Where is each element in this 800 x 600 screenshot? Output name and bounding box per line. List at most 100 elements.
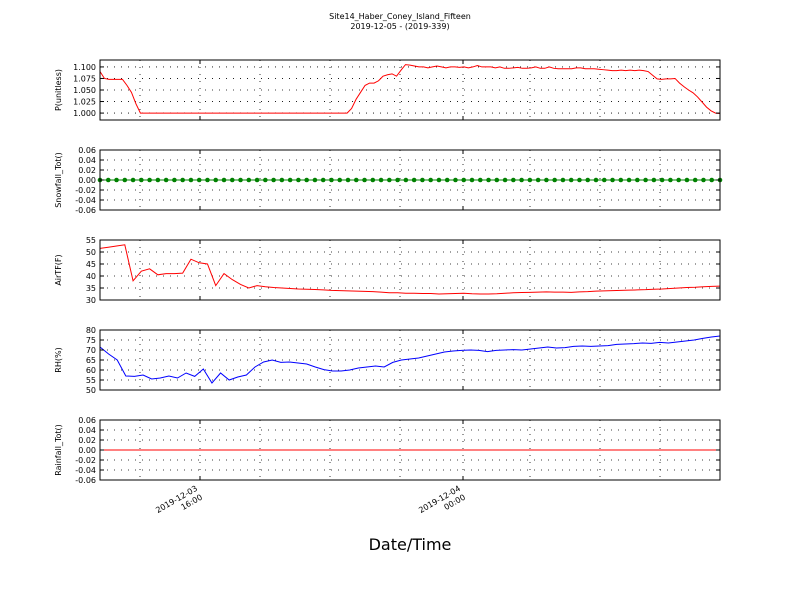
y-tick-label: 0.00 <box>78 176 96 185</box>
data-point <box>403 177 409 183</box>
y-tick-label: 1.050 <box>73 86 96 95</box>
y-tick-label: -0.02 <box>75 186 96 195</box>
axes-frame <box>99 239 721 301</box>
data-point <box>593 177 599 183</box>
y-tick-label: -0.06 <box>75 476 96 485</box>
data-point <box>287 177 293 183</box>
data-point <box>246 177 252 183</box>
data-point <box>486 177 491 183</box>
y-tick-label: 0.00 <box>78 446 96 455</box>
data-point <box>147 177 152 183</box>
data-point <box>552 177 557 183</box>
data-point <box>271 177 276 183</box>
data-point <box>387 177 392 183</box>
data-point <box>544 177 549 183</box>
data-point <box>618 177 624 183</box>
y-tick-label: -0.02 <box>75 456 96 465</box>
data-point <box>701 177 706 183</box>
data-point <box>709 177 715 183</box>
data-point <box>320 177 326 183</box>
y-tick-label: 1.100 <box>73 63 96 72</box>
data-point <box>635 177 640 183</box>
data-point <box>213 177 219 183</box>
y-tick-label: 1.025 <box>73 98 96 107</box>
data-point <box>585 177 591 183</box>
data-point <box>362 177 367 183</box>
data-point <box>626 177 632 183</box>
data-point <box>155 177 161 183</box>
y-tick-label: 75 <box>86 336 96 345</box>
y-tick-label: 65 <box>86 356 96 365</box>
data-point <box>378 177 384 183</box>
y-tick-label: 50 <box>86 248 96 257</box>
data-point <box>444 177 450 183</box>
y-tick-label: 0.06 <box>78 416 96 425</box>
y-tick-label: 0.02 <box>78 436 96 445</box>
y-axis-label: Rainfall_Tot() <box>54 424 63 476</box>
data-point <box>205 177 210 183</box>
y-tick-label: 45 <box>86 260 96 269</box>
y-tick-label: 0.04 <box>78 426 96 435</box>
data-point <box>345 177 351 183</box>
data-point <box>229 177 235 183</box>
data-point <box>692 177 698 183</box>
y-axis-label: P(unitless) <box>54 69 63 111</box>
data-point <box>535 177 541 183</box>
data-point <box>659 177 665 183</box>
data-point <box>411 177 417 183</box>
figure-title: Site14_Haber_Coney_Island_Fifteen <box>329 12 471 21</box>
y-tick-label: 30 <box>86 296 96 305</box>
y-tick-label: -0.04 <box>75 466 96 475</box>
y-axis-label: Snowfall_Tot() <box>54 152 63 208</box>
data-point <box>263 177 268 183</box>
data-point <box>370 177 376 183</box>
data-point <box>163 177 169 183</box>
data-point <box>420 177 425 183</box>
data-point <box>196 177 202 183</box>
data-point <box>180 177 185 183</box>
data-point <box>395 177 400 183</box>
data-point <box>130 177 136 183</box>
series-line <box>99 64 721 115</box>
data-point <box>122 177 128 183</box>
data-point <box>577 177 582 183</box>
y-tick-label: 1.000 <box>73 109 96 118</box>
data-point <box>668 177 673 183</box>
data-point <box>312 177 318 183</box>
y-tick-label: 55 <box>86 236 96 245</box>
data-point <box>469 177 475 183</box>
data-point <box>477 177 483 183</box>
data-point <box>560 177 566 183</box>
data-point <box>139 177 144 183</box>
y-tick-label: 1.075 <box>73 74 96 83</box>
series-line <box>99 335 721 384</box>
data-point <box>519 177 524 183</box>
data-point <box>453 177 458 183</box>
data-point <box>568 177 574 183</box>
y-tick-label: 0.04 <box>78 156 96 165</box>
axes-frame <box>99 329 721 391</box>
y-tick-label: 0.06 <box>78 146 96 155</box>
data-point <box>436 177 442 183</box>
subplot-1: 0.060.040.020.00-0.02-0.04-0.06 Snowfall_… <box>54 146 723 215</box>
y-tick-label: -0.04 <box>75 196 96 205</box>
y-tick-label: 0.02 <box>78 166 96 175</box>
data-point <box>601 177 607 183</box>
y-tick-label: 50 <box>86 386 96 395</box>
data-point <box>304 177 309 183</box>
axes-frame <box>99 59 721 121</box>
x-axis-label: Date/Time <box>369 535 452 554</box>
subplots: 1.100 1.075 1.050 1.025 1.000 P(unitless) 0.06… <box>54 59 723 485</box>
y-tick-label: 60 <box>86 366 96 375</box>
y-tick-label: 35 <box>86 284 96 293</box>
y-tick-label: 40 <box>86 272 96 281</box>
data-point <box>105 177 111 183</box>
data-point <box>353 177 359 183</box>
data-point <box>428 177 433 183</box>
data-point <box>610 177 615 183</box>
